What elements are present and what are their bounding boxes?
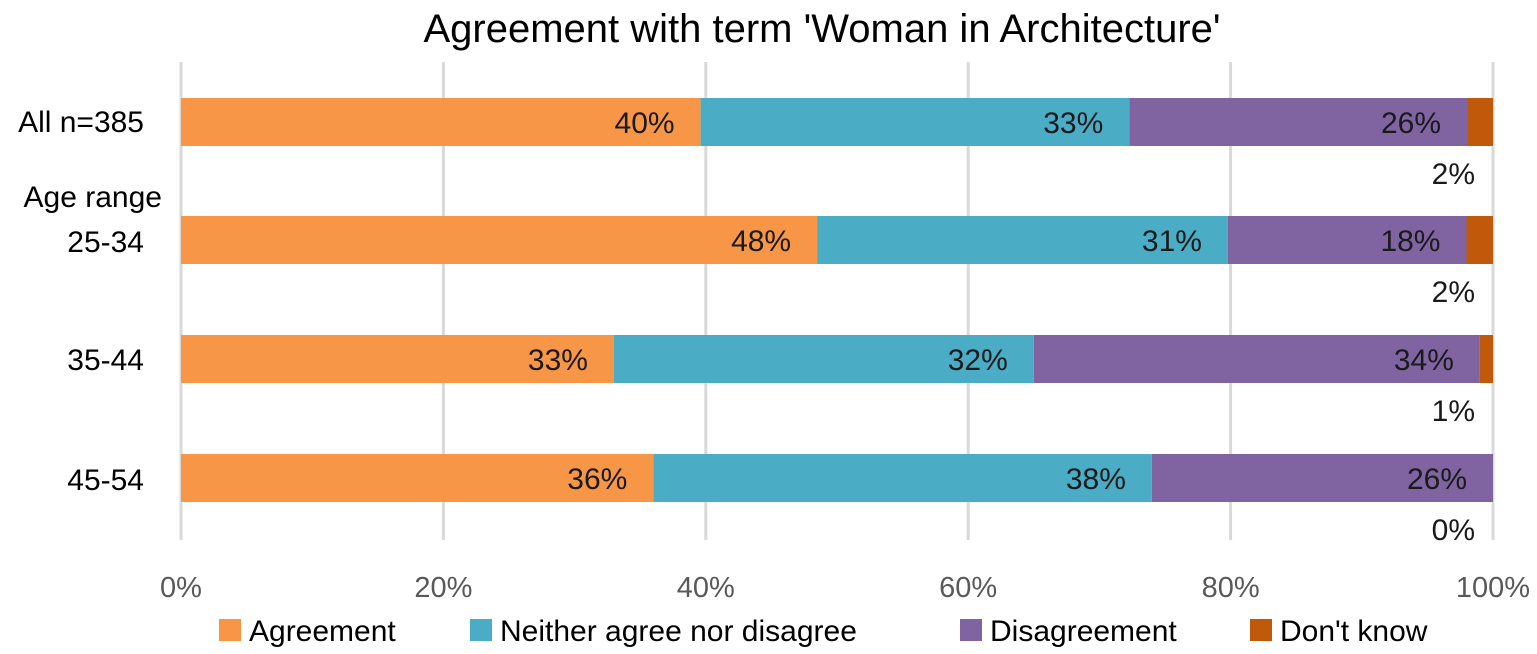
data-label: 26% (1381, 107, 1441, 140)
legend-label: Neither agree nor disagree (500, 615, 857, 648)
data-label: 0% (1432, 514, 1475, 547)
legend-label: Don't know (1280, 615, 1428, 648)
data-label: 26% (1407, 463, 1467, 496)
bar-segment[interactable] (1467, 98, 1493, 146)
category-axis: Age range All n=385 25-34 35-44 45-54 (18, 106, 162, 497)
bar-segment[interactable] (1129, 98, 1468, 146)
legend-label: Agreement (249, 615, 396, 648)
data-label: 2% (1432, 276, 1475, 309)
x-tick-label: 80% (1202, 572, 1260, 604)
category-label: 35-44 (67, 344, 144, 377)
bar-segment[interactable] (181, 454, 654, 502)
legend-item[interactable]: Neither agree nor disagree (470, 615, 857, 648)
data-label: 36% (567, 463, 627, 496)
bar-segment[interactable] (1466, 216, 1493, 264)
bar-segment[interactable] (1151, 454, 1493, 502)
legend-swatch (470, 619, 492, 641)
data-label: 34% (1394, 344, 1454, 377)
bar-segment[interactable] (1033, 335, 1480, 383)
legend-label: Disagreement (990, 615, 1177, 648)
category-label: All n=385 (18, 106, 144, 139)
data-label: 1% (1432, 395, 1475, 428)
legend-swatch (960, 619, 982, 641)
category-group-label: Age range (24, 181, 162, 214)
data-label: 31% (1142, 225, 1202, 258)
bar-segment[interactable] (1479, 335, 1493, 383)
legend[interactable]: Agreement Neither agree nor disagree Disag… (219, 615, 1428, 648)
category-label: 45-54 (67, 464, 144, 497)
legend-item[interactable]: Don't know (1250, 615, 1428, 648)
category-label: 25-34 (67, 226, 144, 259)
legend-item[interactable]: Disagreement (960, 615, 1177, 648)
data-label: 32% (948, 344, 1008, 377)
x-tick-label: 60% (939, 572, 997, 604)
x-tick-label: 100% (1456, 572, 1530, 604)
bar-segment[interactable] (181, 98, 701, 146)
data-label: 38% (1066, 463, 1126, 496)
bar-segment[interactable] (653, 454, 1152, 502)
bar-segment[interactable] (181, 216, 818, 264)
bar-segment[interactable] (181, 335, 614, 383)
bar-segment[interactable] (613, 335, 1034, 383)
bar-segment[interactable] (817, 216, 1228, 264)
bar-segment[interactable] (700, 98, 1130, 146)
data-label: 18% (1380, 225, 1440, 258)
data-labels: 40% 33% 26% 2% 48% 31% 18% 2% 33% 32% 34% 1% 36% 38% 2… (528, 107, 1475, 547)
data-label: 48% (731, 225, 791, 258)
data-label: 33% (1043, 107, 1103, 140)
legend-swatch (219, 619, 241, 641)
data-label: 2% (1432, 158, 1475, 191)
value-axis: 0% 20% 40% 60% 80% 100% (160, 572, 1530, 604)
bars (181, 98, 1493, 502)
data-label: 40% (615, 107, 675, 140)
bar-segment[interactable] (1227, 216, 1467, 264)
legend-swatch (1250, 619, 1272, 641)
chart-title: Agreement with term 'Woman in Architectu… (423, 7, 1220, 51)
legend-item[interactable]: Agreement (219, 615, 396, 648)
x-tick-label: 40% (677, 572, 735, 604)
x-tick-label: 0% (160, 572, 202, 604)
data-label: 33% (528, 344, 588, 377)
x-tick-label: 20% (414, 572, 472, 604)
